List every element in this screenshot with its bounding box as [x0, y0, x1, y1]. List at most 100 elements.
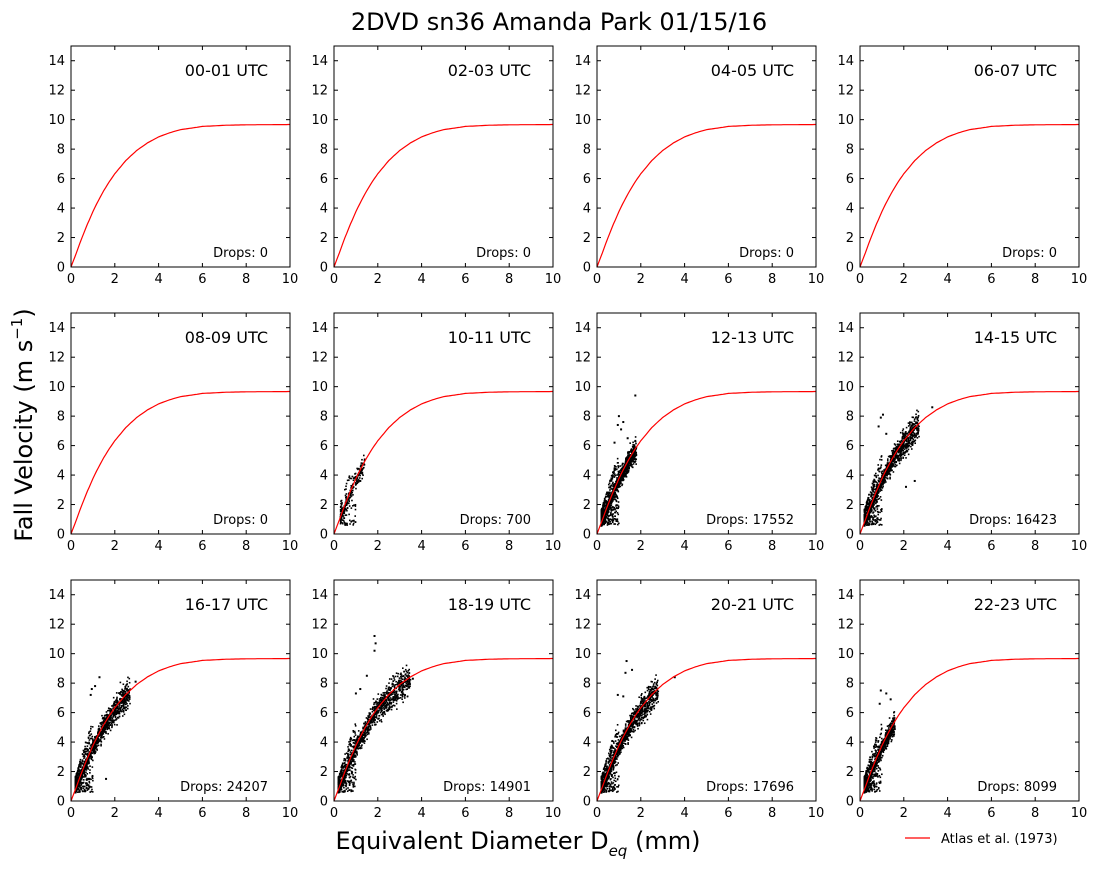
drop-point	[349, 477, 351, 480]
drop-point	[606, 508, 609, 511]
drop-point	[351, 520, 353, 522]
drop-point	[898, 440, 901, 443]
x-tick-label: 4	[680, 272, 688, 287]
drop-point	[109, 708, 112, 710]
drop-point	[339, 506, 342, 508]
panel-drops-label: Drops: 0	[476, 246, 531, 261]
drop-point	[873, 499, 875, 502]
drop-point	[103, 727, 106, 730]
drop-point	[601, 522, 603, 525]
drop-point	[625, 471, 628, 474]
drop-point	[617, 507, 620, 510]
drop-point	[345, 508, 348, 511]
drop-point	[93, 750, 95, 753]
drop-point	[914, 425, 917, 427]
drop-point	[90, 737, 93, 740]
drop-point	[88, 755, 90, 758]
y-tick-label: 12	[48, 84, 65, 99]
drop-point	[362, 474, 364, 477]
drop-point	[616, 507, 618, 510]
drop-point	[608, 504, 611, 506]
drop-point	[127, 698, 129, 701]
drop-point	[615, 479, 618, 482]
drop-point	[80, 764, 82, 767]
drop-point	[127, 696, 129, 699]
drop-point	[105, 717, 107, 720]
drop-point	[607, 519, 610, 522]
drop-point	[874, 497, 877, 500]
drop-point	[340, 499, 343, 502]
y-tick-label: 2	[57, 498, 65, 513]
drop-point	[106, 726, 108, 729]
drop-point	[878, 505, 880, 507]
drop-point	[887, 463, 889, 465]
y-tick-label: 4	[320, 469, 328, 484]
drop-point	[905, 443, 907, 445]
drop-point	[100, 726, 103, 728]
drop-point	[358, 473, 361, 475]
x-tick-label: 10	[808, 539, 825, 554]
panel-drops-label: Drops: 700	[460, 513, 531, 528]
drop-point	[97, 725, 100, 727]
drop-point	[904, 431, 907, 434]
drop-point	[898, 458, 900, 461]
drop-point	[106, 713, 108, 716]
drop-point	[78, 765, 80, 768]
drop-point	[900, 458, 902, 460]
drop-point	[609, 506, 612, 509]
drop-point	[603, 509, 606, 512]
drop-point	[880, 466, 882, 468]
drop-point	[128, 692, 130, 694]
drop-point	[344, 488, 346, 491]
drop-point	[907, 438, 910, 441]
drop-point	[612, 508, 615, 511]
drop-point	[890, 463, 892, 465]
drop-point	[122, 704, 124, 707]
drop-point	[903, 452, 906, 454]
drop-point	[351, 489, 354, 492]
drop-point	[865, 506, 867, 509]
drop-point	[880, 489, 883, 492]
drop-point	[77, 767, 79, 769]
drop-point	[126, 693, 129, 696]
drop-point	[871, 489, 874, 491]
drop-point	[872, 522, 874, 525]
drop-point	[880, 464, 883, 466]
drop-point	[631, 466, 634, 469]
drop-point	[345, 485, 347, 488]
drop-point	[88, 742, 90, 745]
drop-point	[346, 502, 349, 504]
drop-point	[82, 764, 85, 766]
drop-point	[82, 785, 84, 788]
drop-point	[612, 481, 614, 484]
drop-point	[613, 465, 616, 467]
drop-point	[863, 517, 866, 519]
drop-point	[91, 777, 94, 780]
drop-point	[113, 719, 116, 722]
drop-point	[339, 522, 342, 525]
y-axis-label-main: Fall Velocity (m s	[10, 340, 38, 542]
drop-point	[906, 442, 909, 445]
drop-point	[631, 445, 634, 448]
drop-point	[629, 454, 632, 456]
drop-point	[101, 724, 104, 726]
drop-point	[83, 790, 86, 793]
drop-point	[622, 477, 625, 480]
drop-point	[90, 754, 92, 757]
drop-point	[614, 493, 617, 496]
drop-point	[906, 443, 909, 446]
x-tick-label: 2	[374, 272, 382, 287]
panel-drops-label: Drops: 17552	[706, 513, 794, 528]
drop-point	[600, 514, 603, 517]
drop-point	[632, 455, 634, 457]
drop-point	[909, 437, 912, 439]
drop-point	[120, 704, 123, 707]
drop-point	[863, 514, 866, 516]
drop-point	[345, 504, 348, 507]
drop-point	[343, 509, 345, 511]
drop-point	[359, 465, 362, 468]
x-tick-label: 8	[768, 539, 776, 554]
drop-point	[896, 440, 899, 442]
drop-point	[896, 447, 898, 449]
